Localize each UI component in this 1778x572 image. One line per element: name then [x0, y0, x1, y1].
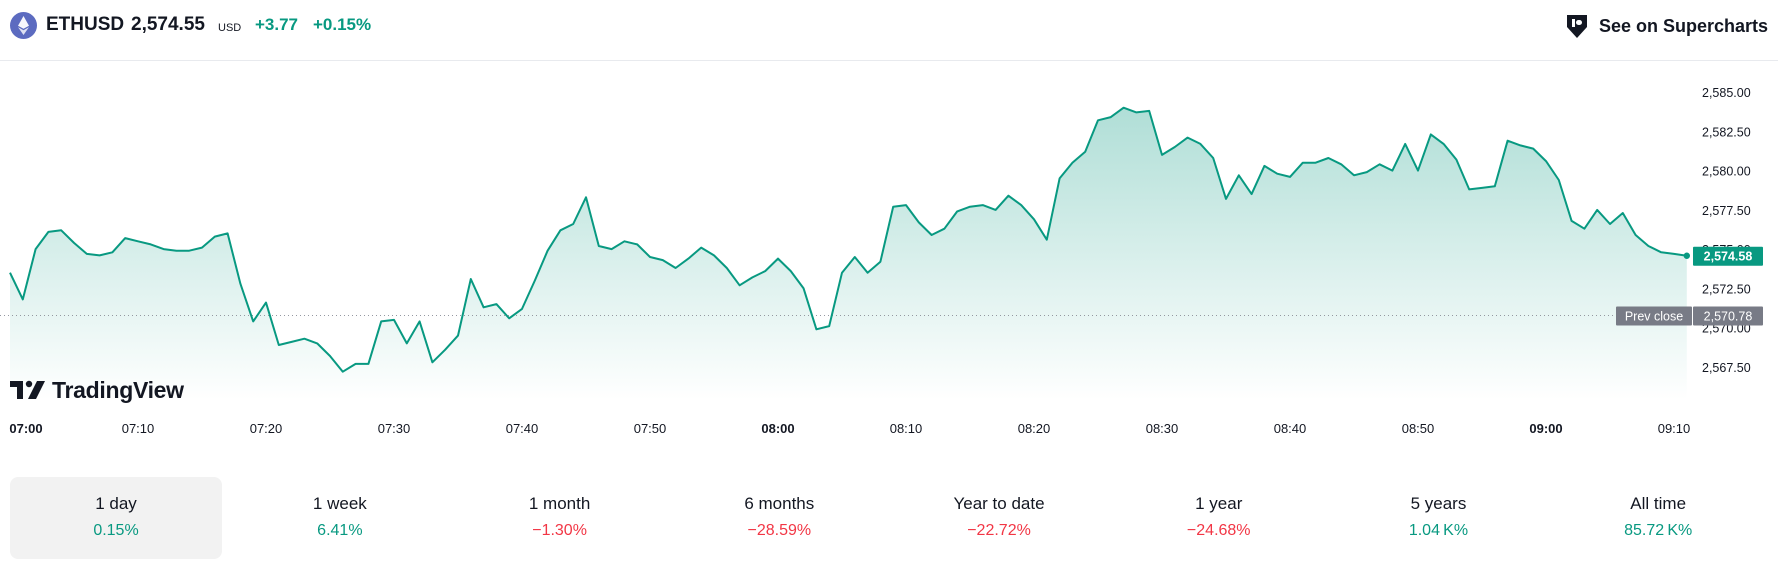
y-axis-tick-label: 2,582.50	[1702, 125, 1751, 139]
x-axis-tick-label: 09:00	[1529, 421, 1562, 436]
ethereum-icon	[10, 12, 37, 39]
period-label: 1 month	[528, 494, 591, 513]
x-axis-tick-label: 08:30	[1146, 421, 1179, 436]
x-axis-tick-label: 07:40	[506, 421, 539, 436]
prev-close-label-badge	[1616, 306, 1692, 326]
period-button[interactable]: 6 months −28.59%	[669, 477, 889, 559]
price-line[interactable]	[9, 106, 1687, 373]
period-button[interactable]: All time 85.72 K%	[1548, 477, 1768, 559]
tradingview-logo-icon	[10, 380, 45, 399]
period-label: 1 day	[95, 494, 137, 513]
y-axis-tick-label: 2,567.50	[1702, 361, 1751, 375]
period-change-value: 85.72 K%	[1624, 522, 1693, 539]
x-axis-tick-label: 09:10	[1658, 421, 1691, 436]
x-axis-tick-label: 07:10	[122, 421, 155, 436]
period-label: 1 week	[312, 494, 367, 513]
period-change-value: −24.68%	[1186, 522, 1251, 539]
period-button[interactable]: 1 day 0.15%	[10, 477, 222, 559]
x-axis-tick-label: 07:20	[250, 421, 283, 436]
price-chart[interactable]: 2,567.502,570.002,572.502,575.002,577.50…	[0, 60, 1778, 450]
period-label: 6 months	[744, 494, 815, 513]
current-price-badge	[1693, 246, 1763, 266]
prev-close-label: Prev close	[1625, 309, 1683, 323]
x-axis-tick-label: 08:40	[1274, 421, 1307, 436]
y-axis-tick-label: 2,580.00	[1702, 165, 1751, 179]
y-axis-tick-label: 2,572.50	[1702, 282, 1751, 296]
period-button[interactable]: 1 year −24.68%	[1109, 477, 1329, 559]
symbol-header: ETHUSD 2,574.55 USD +3.77 +0.15% See on …	[0, 0, 1778, 61]
period-button[interactable]: Year to date −22.72%	[889, 477, 1109, 559]
tradingview-tag-icon	[1566, 15, 1587, 38]
x-axis-tick-label: 08:50	[1402, 421, 1435, 436]
period-performance-bar: 1 day 0.15% 1 week 6.41% 1 month −1.30% 6 mont…	[10, 477, 1768, 559]
period-change-value: −22.72%	[967, 522, 1031, 539]
x-axis-tick-label: 07:30	[378, 421, 411, 436]
x-axis-tick-label: 08:20	[1018, 421, 1051, 436]
x-axis-tick-label: 07:50	[634, 421, 667, 436]
period-change-value: −28.59%	[747, 522, 812, 539]
y-axis-tick-label: 2,585.00	[1702, 86, 1751, 100]
symbol-name[interactable]: ETHUSD	[46, 14, 125, 35]
x-axis-tick-label: 07:00	[9, 421, 42, 436]
price-change-percent: +0.15%	[313, 15, 372, 34]
y-axis-tick-label: 2,577.50	[1702, 204, 1751, 218]
period-button[interactable]: 1 week 6.41%	[230, 477, 450, 559]
prev-close-value: 2,570.78	[1704, 309, 1753, 323]
period-change-value: 6.41%	[317, 522, 363, 539]
period-change-value: −1.30%	[532, 522, 587, 539]
price-change: +3.77	[255, 15, 299, 34]
currency-label: USD	[218, 22, 242, 34]
price-area-fill	[10, 107, 1687, 400]
see-on-supercharts-link[interactable]: See on Supercharts	[1563, 10, 1768, 42]
x-axis-tick-label: 08:00	[761, 421, 794, 436]
tradingview-logo[interactable]: TradingView	[10, 375, 184, 405]
prev-close-value-badge	[1693, 306, 1763, 326]
x-axis-tick-label: 08:10	[890, 421, 923, 436]
period-label: Year to date	[953, 494, 1045, 513]
period-label: 5 years	[1410, 494, 1467, 513]
period-label: All time	[1630, 494, 1687, 513]
current-price-value: 2,574.58	[1704, 250, 1753, 264]
period-change-value: 0.15%	[93, 522, 139, 539]
last-price-dot	[1683, 252, 1691, 259]
period-button[interactable]: 5 years 1.04 K%	[1329, 477, 1549, 559]
last-price: 2,574.55	[131, 14, 205, 35]
tradingview-wordmark: TradingView	[52, 376, 184, 403]
period-label: 1 year	[1195, 494, 1243, 513]
period-button[interactable]: 1 month −1.30%	[450, 477, 670, 559]
supercharts-label: See on Supercharts	[1598, 15, 1768, 36]
period-change-value: 1.04 K%	[1408, 522, 1469, 539]
